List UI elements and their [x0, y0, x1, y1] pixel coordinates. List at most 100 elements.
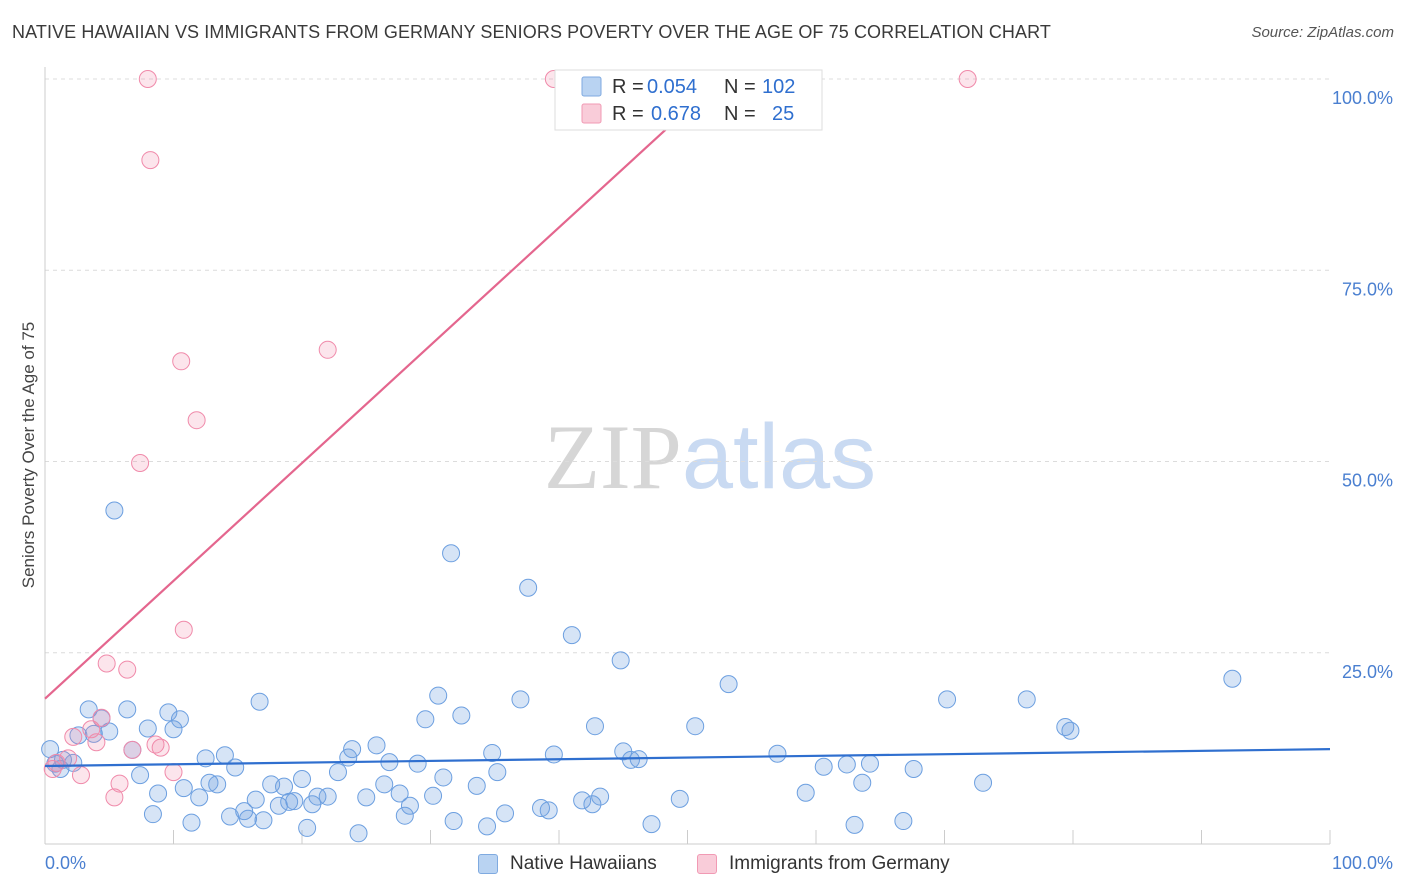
legend-n-value: 25 — [772, 103, 794, 125]
native-hawaiian-point — [621, 750, 640, 769]
germany-immigrant-point — [131, 454, 150, 473]
legend-item-immigrants-germany: Immigrants from Germany — [697, 851, 950, 877]
y-tick-label: 75.0% — [1342, 279, 1393, 299]
native-hawaiian-point — [442, 544, 461, 563]
native-hawaiian-point — [250, 692, 269, 711]
native-hawaiian-point — [488, 763, 507, 782]
germany-immigrant-point — [138, 70, 157, 88]
germany-immigrant-point — [47, 753, 66, 772]
native-hawaiian-point — [539, 801, 558, 820]
watermark: ZIPatlas — [544, 406, 876, 508]
axis-layer: 25.0% 50.0% 75.0% 100.0% 0.0% 100.0% — [44, 67, 1393, 873]
legend-r-label: R = — [612, 76, 644, 98]
native-hawaiian-point — [511, 690, 530, 709]
native-hawaiian-point — [1017, 690, 1036, 709]
legend-label-immigrants-germany: Immigrants from Germany — [729, 853, 950, 874]
native-hawaiian-point — [105, 501, 124, 520]
legend-r-value: 0.678 — [651, 103, 701, 125]
watermark-atlas: atlas — [682, 406, 876, 508]
native-hawaiian-point — [853, 773, 872, 792]
x-tick-label: 100.0% — [1332, 853, 1393, 873]
native-hawaiian-point — [190, 788, 209, 807]
native-hawaiian-point — [894, 812, 913, 831]
germany-immigrant-point — [105, 788, 124, 807]
germany-immigrant-point — [172, 352, 191, 371]
native-hawaiian-point — [349, 824, 368, 843]
native-hawaiian-point — [424, 786, 443, 805]
native-hawaiian-point — [239, 809, 258, 828]
native-hawaiian-point — [583, 795, 602, 814]
native-hawaiian-point — [719, 675, 738, 694]
native-hawaiian-point — [200, 773, 219, 792]
native-hawaiian-point — [100, 722, 119, 741]
native-hawaiian-point — [483, 743, 502, 762]
native-hawaiian-point — [478, 817, 497, 836]
native-hawaiian-point — [375, 775, 394, 794]
chart-source: Source: ZipAtlas.com — [1251, 24, 1394, 41]
native-hawaiian-point — [318, 787, 337, 806]
y-axis-label: Seniors Poverty Over the Age of 75 — [19, 322, 38, 588]
native-hawaiian-point — [416, 710, 435, 729]
y-tick-label: 100.0% — [1332, 88, 1393, 108]
native-hawaiian-point — [611, 651, 630, 670]
native-hawaiian-point — [390, 784, 409, 803]
native-hawaiian-point — [496, 804, 515, 823]
germany-immigrant-point — [318, 340, 337, 359]
native-hawaiian-point — [395, 806, 414, 825]
native-hawaiian-point — [1061, 721, 1080, 740]
germany-immigrant-point — [164, 763, 183, 782]
x-tick-label: 0.0% — [45, 853, 86, 873]
legend-swatch-pink — [697, 854, 717, 874]
native-hawaiian-point — [452, 706, 471, 725]
native-hawaiian-point — [79, 700, 98, 719]
native-hawaiian-point — [159, 703, 178, 722]
native-hawaiian-point — [585, 717, 604, 736]
top-legend-swatch-pink — [581, 103, 602, 124]
y-tick-label: 50.0% — [1342, 471, 1393, 491]
legend-n-label: N = — [724, 76, 756, 98]
native-hawaiian-point — [837, 755, 856, 774]
native-hawaiian-point — [573, 791, 592, 810]
native-hawaiian-point — [170, 710, 189, 729]
native-hawaiian-point — [221, 807, 240, 826]
native-hawaiian-point — [298, 818, 317, 837]
germany-immigrant-point — [71, 766, 90, 785]
native-hawaiian-point — [796, 783, 815, 802]
native-hawaiian-point — [670, 789, 689, 808]
legend-r-label: R = — [612, 103, 644, 125]
y-tick-label: 25.0% — [1342, 662, 1393, 682]
native-hawaiian-point — [562, 626, 581, 645]
legend-n-label: N = — [724, 103, 756, 125]
native-hawaiian-point — [400, 796, 419, 815]
native-hawaiian-point — [591, 787, 610, 806]
trend-layer — [44, 78, 1331, 768]
native-hawaiian-point — [308, 787, 327, 806]
germany-immigrant-point — [59, 749, 78, 768]
germany-immigrant-point — [958, 70, 977, 88]
native-hawaiian-trendline — [44, 748, 1331, 768]
native-hawaiian-point — [164, 720, 183, 739]
top-legend-swatch-blue — [581, 76, 602, 97]
native-hawaiian-point — [434, 768, 453, 787]
native-hawaiian-point — [226, 758, 245, 777]
native-hawaiian-point — [275, 777, 294, 796]
germany-immigrant-point — [92, 708, 111, 727]
native-hawaiian-point — [814, 757, 833, 776]
native-hawaiian-point — [143, 805, 162, 824]
native-hawaiian-point — [768, 744, 787, 763]
native-hawaiian-point — [328, 763, 347, 782]
grid-layer — [45, 78, 1330, 654]
native-hawaiian-point — [343, 740, 362, 759]
native-hawaiian-point — [246, 790, 265, 809]
native-hawaiian-point — [293, 769, 311, 788]
native-hawaiian-point — [686, 717, 705, 736]
legend-item-native-hawaiians: Native Hawaiians — [478, 851, 657, 877]
native-hawaiian-point — [367, 736, 386, 755]
native-hawaiian-point — [519, 578, 538, 597]
native-hawaiian-point — [208, 775, 227, 794]
native-hawaiian-point — [1223, 669, 1242, 688]
points-layer — [41, 70, 1242, 843]
legend-n-value: 102 — [762, 76, 795, 98]
germany-immigrant-trendline — [44, 78, 722, 700]
